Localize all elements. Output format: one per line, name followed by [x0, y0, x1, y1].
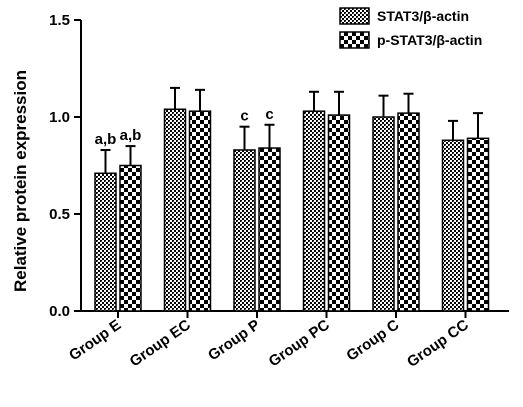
- significance-label: c: [265, 106, 273, 123]
- legend-label: STAT3/β-actin: [377, 8, 469, 24]
- bar-p-stat3: [188, 110, 212, 312]
- x-tick-label: Group CC: [404, 316, 472, 371]
- x-tick-label: Group PC: [266, 316, 333, 370]
- bar-stat3: [163, 108, 187, 312]
- x-tick-label: Group C: [343, 316, 402, 364]
- significance-label: c: [240, 108, 248, 125]
- bar-p-stat3: [119, 164, 142, 312]
- y-tick-label: 0.5: [49, 206, 70, 223]
- legend-label: p-STAT3/β-actin: [377, 32, 482, 48]
- bar-stat3: [94, 172, 117, 312]
- bar-p-stat3: [397, 112, 420, 312]
- significance-label: a,b: [120, 127, 142, 144]
- bar-stat3: [372, 116, 395, 312]
- bar-p-stat3: [466, 137, 490, 312]
- y-tick-label: 0.0: [49, 303, 70, 320]
- legend-swatch: [339, 7, 370, 25]
- y-tick-label: 1.5: [49, 12, 70, 29]
- legend: STAT3/β-actin p-STAT3/β-actin: [339, 7, 482, 49]
- y-axis-label: Relative protein expression: [11, 70, 30, 292]
- bar-stat3: [441, 139, 465, 312]
- x-tick-label: Group P: [205, 316, 263, 364]
- bar-p-stat3: [258, 147, 281, 312]
- y-tick-label: 1.0: [49, 109, 70, 126]
- x-tick-labels: Group E Group EC Group P Group PC Group C Gro…: [66, 311, 472, 371]
- bar-stat3: [302, 110, 326, 312]
- x-tick-label: Group EC: [127, 316, 194, 370]
- y-ticks: 0.0 0.5 1.0 1.5: [49, 12, 81, 320]
- x-tick-label: Group E: [66, 316, 124, 364]
- bars: a,b a,b c c: [94, 86, 490, 312]
- legend-swatch: [339, 31, 370, 49]
- bar-p-stat3: [327, 114, 351, 312]
- significance-label: a,b: [95, 131, 117, 148]
- bar-stat3: [233, 149, 256, 312]
